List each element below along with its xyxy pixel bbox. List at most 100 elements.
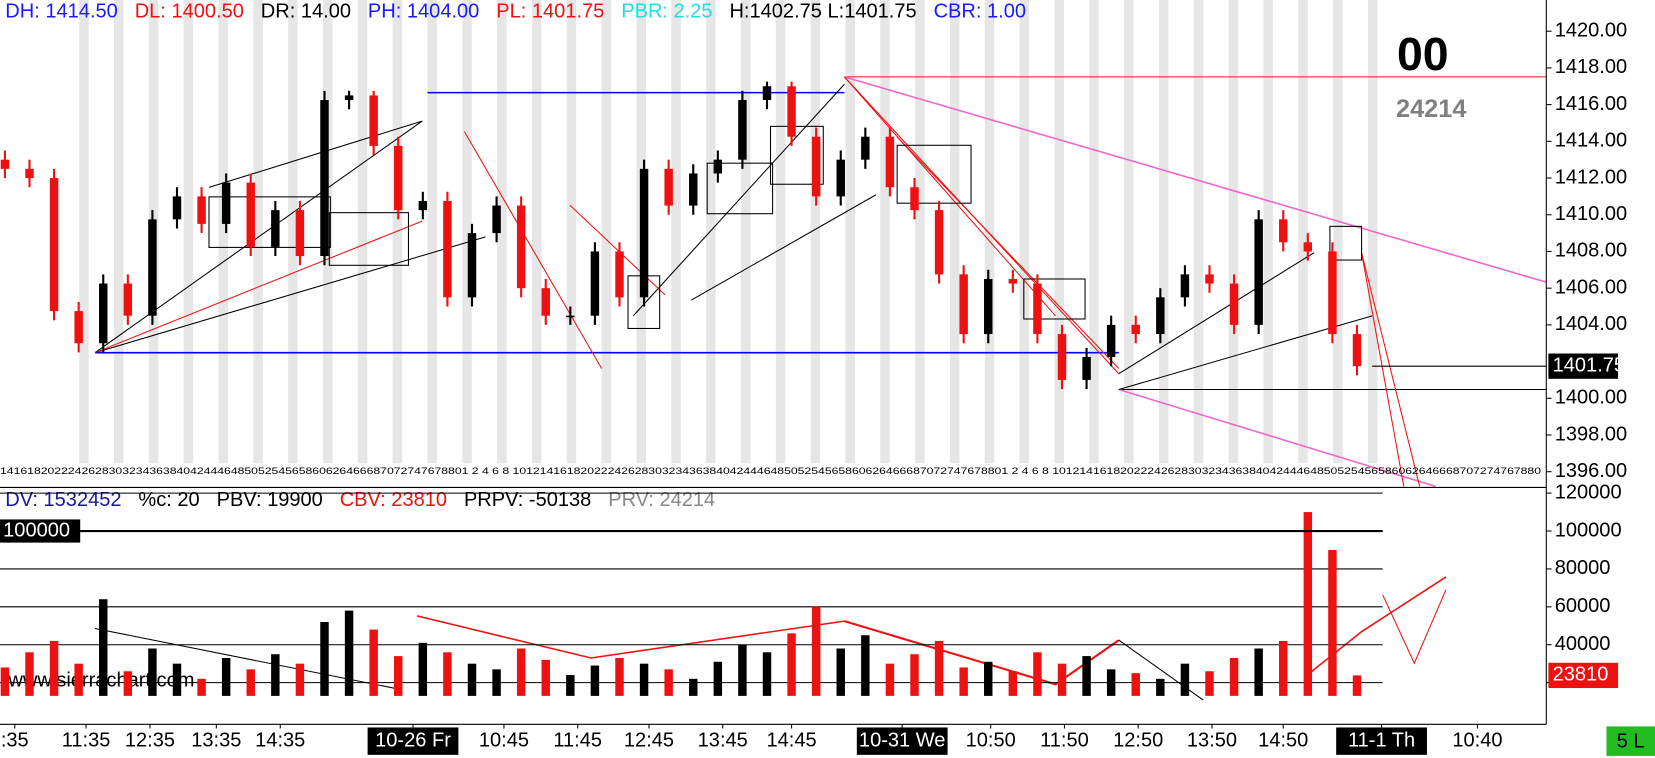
x-tick-label: 12:45 [624,729,674,751]
trend-line [691,194,877,301]
header-item: H:1402.75 L:1401.75 [729,1,916,23]
x-tick-label: 13:35 [191,729,241,751]
candle-body [99,283,108,344]
volume-bar [836,648,845,696]
y-tick-label: 1412.00 [1555,166,1627,188]
x-tick-label: 12:35 [125,729,175,751]
stripe [984,0,995,464]
x-tick-label: 14:50 [1258,729,1308,751]
x-tick-label: 10:45 [479,729,529,751]
candle-body [713,159,723,174]
header-item: %c: 20 [138,489,199,511]
volume-bar [1057,663,1067,696]
candle-body [836,159,845,197]
header-item: DL: 1400.50 [135,1,244,23]
volume-bar [123,671,133,696]
volume-bar [1352,675,1362,696]
volume-bar [1229,657,1239,696]
range-box [208,196,331,248]
y-tick-label: 60000 [1555,595,1611,617]
x-tick-label: 10:50 [966,729,1016,751]
candle-body [934,210,944,275]
volume-trend [416,615,845,659]
volume-bar [959,667,968,696]
x-tick-label: 11-1 Th [1348,729,1415,751]
stripe [1089,0,1099,464]
stripe [810,0,821,464]
header-item: PH: 1404.00 [368,1,479,23]
volume-bar [295,663,305,696]
header-item: DH: 1414.50 [5,1,118,23]
volume-bar [689,678,698,696]
last-volume-label: 23810 [1553,664,1609,686]
channel-line [1118,388,1436,488]
stripe [949,0,960,464]
stripe [915,0,925,464]
volume-bar [738,644,747,696]
y-tick-label: 1400.00 [1555,387,1627,409]
candle-body [1205,274,1214,284]
candle-body [959,274,968,335]
x-tick-label: :35 [1,729,29,751]
volume-bar [172,663,182,696]
last-volume-box [1548,662,1619,689]
stripe [1019,0,1030,464]
header-item: DV: 1532452 [5,489,121,511]
channel-line [844,76,1547,283]
candle-body [1057,334,1067,380]
header-item: PRPV: -50138 [464,489,591,511]
trend-line [1361,252,1421,487]
volume-bar [713,661,723,696]
y-tick-label: 1408.00 [1555,240,1627,262]
stripe [671,0,681,464]
volume-bar [811,606,821,696]
candle-body [885,136,895,188]
volume-bar [1180,663,1190,696]
y-tick-label: 1414.00 [1555,130,1627,152]
header-item: CBV: 23810 [340,489,447,511]
candle-body [271,210,280,247]
candle-body [1106,324,1116,357]
stripe [113,0,124,464]
volume-bar [1106,669,1116,696]
trend-line [94,236,486,354]
candle-body [221,182,231,224]
trend-line [632,83,845,317]
header-item: PBR: 2.25 [621,1,712,23]
trend-line [569,204,666,296]
candle-body [615,251,624,298]
volume-bar [344,610,354,696]
candle-body [25,168,34,179]
candle-body [984,278,993,335]
candle-body [1229,283,1239,325]
x-tick-label: 14:35 [255,729,305,751]
volume-trend [1308,576,1447,675]
candle-body [639,168,649,298]
stripe [1228,0,1239,464]
volume-bar [1328,549,1337,696]
volume-bar [787,633,796,696]
candle-body [1180,274,1190,298]
candle-body [467,233,477,298]
volume-bar [492,669,501,696]
x-tick-label: 10-31 We [859,729,946,751]
trend-line [208,120,423,188]
volume-bar [418,642,428,696]
candle-body [295,210,305,257]
stripe [531,0,542,464]
trend-line [463,131,603,369]
stripe [427,0,437,464]
stripe [845,0,855,464]
x-tick-label: 11:45 [553,729,602,751]
status-box [1606,726,1655,756]
volume-bar [861,635,870,696]
candle-body [1254,219,1263,325]
candle-body [1156,297,1165,335]
volume-bar [246,669,255,696]
volume-bar [320,621,329,696]
candle-body [74,311,83,344]
candle-body [1328,251,1337,335]
stripe [1158,0,1169,464]
